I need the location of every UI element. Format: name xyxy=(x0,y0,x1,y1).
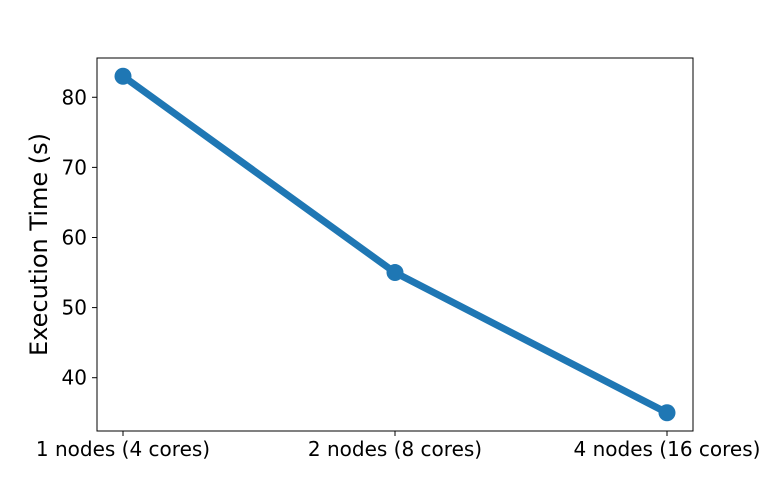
x-tick-label: 1 nodes (4 cores) xyxy=(36,437,210,461)
x-tick-label: 4 nodes (16 cores) xyxy=(574,437,761,461)
x-axis: 1 nodes (4 cores) 2 nodes (8 cores) 4 node… xyxy=(36,431,761,461)
y-axis: 40 50 60 70 80 xyxy=(62,85,97,390)
y-tick-label: 80 xyxy=(62,85,87,109)
data-point xyxy=(658,404,676,422)
y-tick-label: 40 xyxy=(62,366,87,390)
series-line xyxy=(120,73,669,416)
data-point xyxy=(114,67,132,85)
plot-frame xyxy=(96,57,694,432)
y-tick-label: 60 xyxy=(62,225,87,249)
x-tick-label: 2 nodes (8 cores) xyxy=(308,437,482,461)
y-tick-label: 50 xyxy=(62,296,87,320)
series-layer xyxy=(114,67,676,422)
data-point xyxy=(386,264,404,282)
y-tick-label: 70 xyxy=(62,155,87,179)
y-axis-label: Execution Time (s) xyxy=(25,133,53,356)
